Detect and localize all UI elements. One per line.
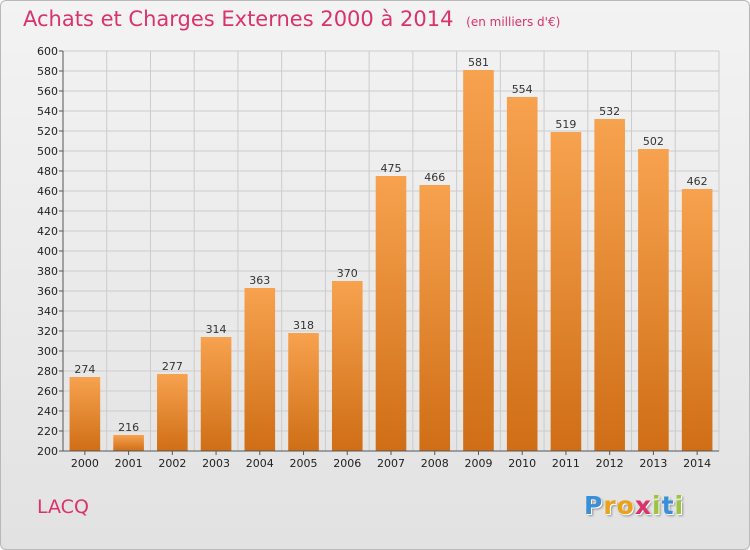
bar-value-label: 363 [249, 274, 270, 287]
y-tick-label: 500 [37, 145, 58, 158]
y-tick-label: 220 [37, 425, 58, 438]
y-tick-label: 580 [37, 65, 58, 78]
chart-title: Achats et Charges Externes 2000 à 2014 (… [23, 7, 560, 31]
bar-2008 [419, 185, 451, 451]
y-tick-label: 400 [37, 245, 58, 258]
x-tick-label: 2007 [377, 457, 405, 470]
bar-2014 [681, 189, 713, 451]
x-tick-label: 2000 [71, 457, 99, 470]
logo-letter: o [616, 491, 635, 520]
y-tick-label: 540 [37, 105, 58, 118]
y-tick-label: 360 [37, 285, 58, 298]
bar-value-label: 370 [337, 267, 358, 280]
x-tick-label: 2008 [421, 457, 449, 470]
y-tick-label: 600 [37, 45, 58, 58]
x-tick-label: 2013 [639, 457, 667, 470]
x-tick-label: 2005 [290, 457, 318, 470]
bar-2001 [113, 435, 144, 451]
bar-2000 [69, 377, 101, 451]
bar-value-label: 475 [381, 162, 402, 175]
y-tick-label: 320 [37, 325, 58, 338]
y-tick-label: 520 [37, 125, 58, 138]
bar-value-label: 519 [555, 118, 576, 131]
bar-value-label: 466 [424, 171, 445, 184]
bar-value-label: 462 [687, 175, 708, 188]
bar-2009 [463, 70, 494, 451]
x-tick-label: 2004 [246, 457, 274, 470]
logo-letter: i [652, 491, 662, 520]
y-tick-label: 460 [37, 185, 58, 198]
bar-value-label: 532 [599, 105, 620, 118]
y-tick-label: 420 [37, 225, 58, 238]
axis-layer: 200 220 240 260 280 300 320 340 360 380 400 420 440 4… [37, 45, 719, 470]
bar-2005 [288, 333, 319, 451]
y-tick-label: 260 [37, 385, 58, 398]
bar-value-label: 318 [293, 319, 314, 332]
x-tick-label: 2010 [508, 457, 536, 470]
bar-layer: 274 216 277 314 363 318 370 475 466 581 554 519 532 5… [69, 56, 713, 451]
bar-2006 [331, 281, 363, 451]
bar-2004 [244, 288, 276, 451]
y-tick-label: 200 [37, 445, 58, 458]
x-tick-label: 2011 [552, 457, 580, 470]
logo-letter: r [603, 491, 617, 520]
logo-letter: P [584, 491, 604, 520]
x-tick-label: 2006 [333, 457, 361, 470]
bar-2012 [594, 119, 625, 451]
bar-value-label: 274 [74, 363, 95, 376]
logo-letter: x [634, 491, 652, 520]
bar-value-label: 554 [512, 83, 533, 96]
x-tick-label: 2003 [202, 457, 230, 470]
logo-letter: i [674, 491, 685, 520]
bar-value-label: 581 [468, 56, 489, 69]
y-tick-label: 340 [37, 305, 58, 318]
y-tick-label: 560 [37, 85, 58, 98]
bar-value-label: 502 [643, 135, 664, 148]
x-tick-label: 2014 [683, 457, 711, 470]
y-tick-label: 480 [37, 165, 58, 178]
chart-subtitle: (en milliers d'€) [466, 15, 561, 29]
proxiti-logo[interactable]: Proxiti [584, 491, 684, 520]
bar-2011 [550, 132, 582, 451]
bar-2002 [157, 374, 188, 451]
bar-2003 [200, 337, 232, 451]
chart-title-text: Achats et Charges Externes 2000 à 2014 [23, 7, 454, 31]
bar-2013 [638, 149, 669, 451]
y-tick-label: 240 [37, 405, 58, 418]
y-tick-label: 280 [37, 365, 58, 378]
bar-value-label: 314 [206, 323, 227, 336]
x-tick-label: 2009 [464, 457, 492, 470]
x-tick-label: 2001 [115, 457, 143, 470]
place-name: LACQ [37, 496, 89, 518]
bar-2010 [506, 97, 538, 451]
y-tick-label: 380 [37, 265, 58, 278]
logo-letter: t [661, 491, 675, 520]
x-tick-label: 2002 [158, 457, 186, 470]
y-tick-label: 300 [37, 345, 58, 358]
x-tick-label: 2012 [596, 457, 624, 470]
bar-2007 [375, 176, 407, 451]
bar-value-label: 216 [118, 421, 139, 434]
bar-value-label: 277 [162, 360, 183, 373]
y-tick-label: 440 [37, 205, 58, 218]
